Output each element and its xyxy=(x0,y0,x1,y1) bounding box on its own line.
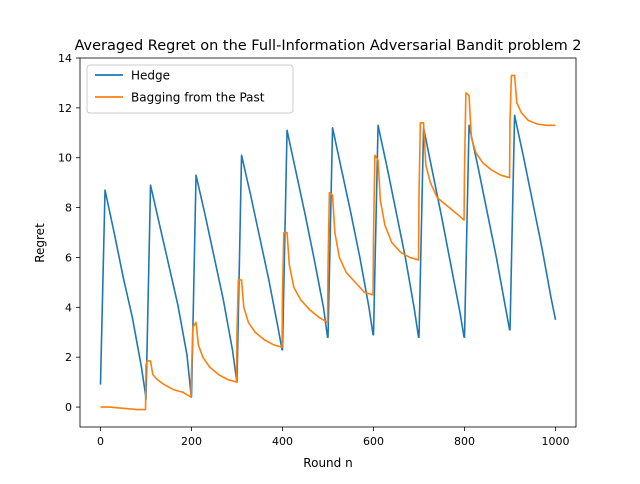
x-tick-label: 0 xyxy=(97,435,104,448)
x-tick-label: 400 xyxy=(272,435,293,448)
x-tick-label: 600 xyxy=(363,435,384,448)
y-tick-label: 0 xyxy=(65,401,72,414)
y-tick-label: 14 xyxy=(58,52,72,65)
x-tick-label: 1000 xyxy=(542,435,570,448)
y-tick-label: 12 xyxy=(58,102,72,115)
y-tick-label: 10 xyxy=(58,152,72,165)
x-axis: 0 200 400 600 800 1000 xyxy=(97,427,570,448)
y-tick-label: 8 xyxy=(65,202,72,215)
legend: Hedge Bagging from the Past xyxy=(86,64,294,114)
y-tick-label: 4 xyxy=(65,301,72,314)
axes-frame xyxy=(79,57,577,428)
series-line-bagging-from-the-past xyxy=(100,74,556,411)
y-axis-label: Regret xyxy=(33,223,47,263)
x-axis-label: Round n xyxy=(303,456,352,470)
chart-title: Averaged Regret on the Full-Information … xyxy=(74,38,581,54)
y-tick-label: 2 xyxy=(65,351,72,364)
legend-box xyxy=(86,64,294,114)
legend-label-hedge: Hedge xyxy=(131,69,170,83)
x-tick-label: 800 xyxy=(454,435,475,448)
series-layer xyxy=(99,74,557,411)
y-tick-label: 6 xyxy=(65,251,72,264)
y-axis: 0 2 4 6 8 10 12 14 xyxy=(58,52,80,414)
x-tick-label: 200 xyxy=(181,435,202,448)
legend-label-bagging: Bagging from the Past xyxy=(131,91,265,105)
